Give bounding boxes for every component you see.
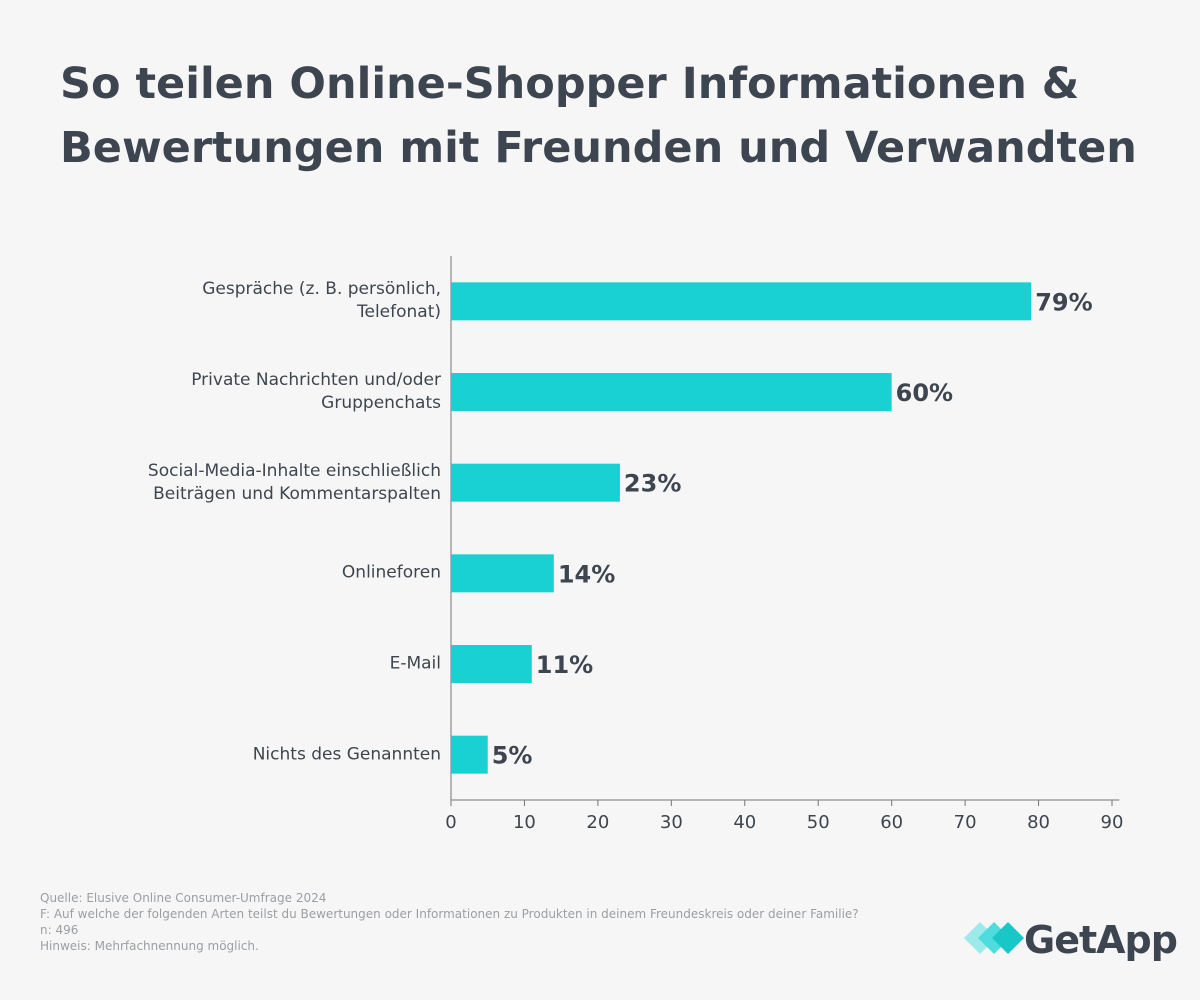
- category-label: Onlineforen: [341, 562, 441, 583]
- bar: [451, 463, 620, 502]
- category-label: E-Mail: [389, 653, 441, 674]
- category-label: Gespräche (z. B. persönlich, Telefonat): [202, 279, 441, 323]
- bar: [451, 735, 488, 774]
- category-label: Nichts des Genannten: [252, 744, 441, 765]
- value-label: 79%: [1035, 288, 1092, 316]
- footnote: Hinweis: Mehrfachnennung möglich.: [40, 939, 259, 953]
- footnote: Quelle: Elusive Online Consumer-Umfrage …: [40, 891, 327, 905]
- value-label: 11%: [536, 651, 593, 679]
- value-label: 5%: [492, 742, 533, 770]
- value-label: 60%: [896, 379, 953, 407]
- x-tick-label: 30: [660, 812, 683, 833]
- value-label: 23%: [624, 470, 681, 498]
- x-tick-label: 40: [733, 812, 756, 833]
- chart-title: So teilen Online-Shopper Informationen &…: [60, 59, 1137, 173]
- brand-logo: GetApp: [1024, 918, 1178, 962]
- logo-icon: [964, 922, 1024, 954]
- bar: [451, 373, 892, 411]
- footnote: F: Auf welche der folgenden Arten teilst…: [40, 907, 859, 921]
- x-tick-label: 60: [880, 812, 903, 833]
- x-tick-label: 90: [1101, 812, 1124, 833]
- x-tick-label: 0: [445, 812, 456, 833]
- x-tick-label: 80: [1027, 812, 1050, 833]
- footnotes: Quelle: Elusive Online Consumer-Umfrage …: [40, 890, 880, 954]
- category-label: Private Nachrichten und/oder Gruppenchat…: [191, 370, 441, 413]
- x-tick-label: 20: [586, 812, 609, 833]
- x-tick-label: 70: [954, 812, 977, 833]
- x-tick-label: 50: [807, 812, 830, 833]
- bar: [451, 282, 1032, 321]
- bar: [451, 554, 554, 593]
- value-label: 14%: [558, 560, 615, 588]
- footnote: n: 496: [40, 923, 79, 937]
- x-tick-label: 10: [513, 812, 536, 833]
- category-label: Social-Media-Inhalte einschließlich Beit…: [147, 460, 441, 504]
- bar: [451, 645, 532, 683]
